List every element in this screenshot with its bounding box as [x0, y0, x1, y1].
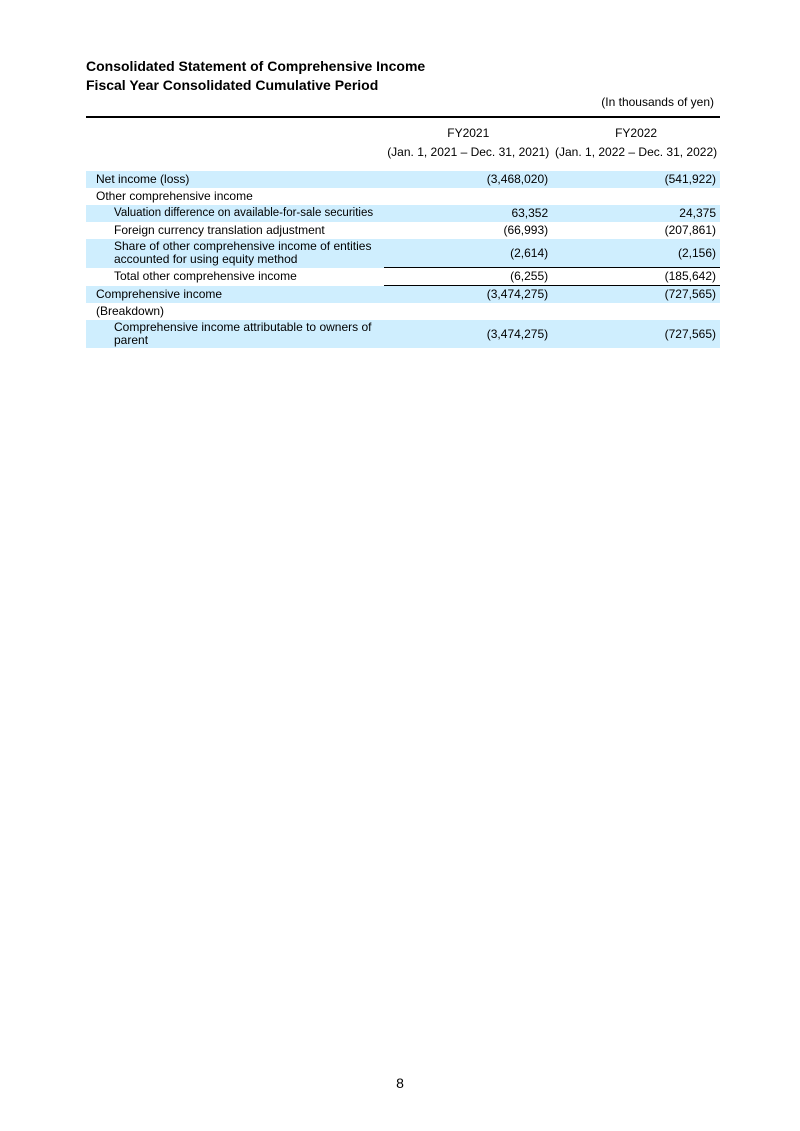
- page-number: 8: [396, 1075, 404, 1091]
- comprehensive-income-table: FY2021 (Jan. 1, 2021 – Dec. 31, 2021) FY2…: [86, 116, 720, 348]
- table-row: Other comprehensive income: [96, 189, 253, 203]
- table-row: Net income (loss) (3,468,020) (541,922): [86, 169, 720, 188]
- table-row: Total other comprehensive income (6,255)(…: [86, 267, 720, 286]
- table-row: (Breakdown): [96, 304, 165, 318]
- table-row: Foreign currency translation adjustment(…: [114, 223, 716, 237]
- table-header: FY2021 (Jan. 1, 2021 – Dec. 31, 2021) FY2…: [86, 117, 720, 171]
- table-row: Valuation difference on available-for-sa…: [86, 205, 720, 222]
- statement-title: Consolidated Statement of Comprehensive …: [86, 58, 426, 74]
- table-row: Comprehensive income attributable to own…: [86, 320, 720, 348]
- column-fy2022: FY2022 (Jan. 1, 2022 – Dec. 31, 2022): [552, 117, 720, 171]
- table-row: Comprehensive income (3,474,275) (727,565): [86, 285, 720, 303]
- unit-note: (In thousands of yen): [601, 95, 714, 109]
- table-row: Share of other comprehensive income of e…: [86, 239, 720, 268]
- column-fy2021: FY2021 (Jan. 1, 2021 – Dec. 31, 2021): [384, 117, 553, 171]
- statement-subtitle: Fiscal Year Consolidated Cumulative Peri…: [86, 77, 379, 93]
